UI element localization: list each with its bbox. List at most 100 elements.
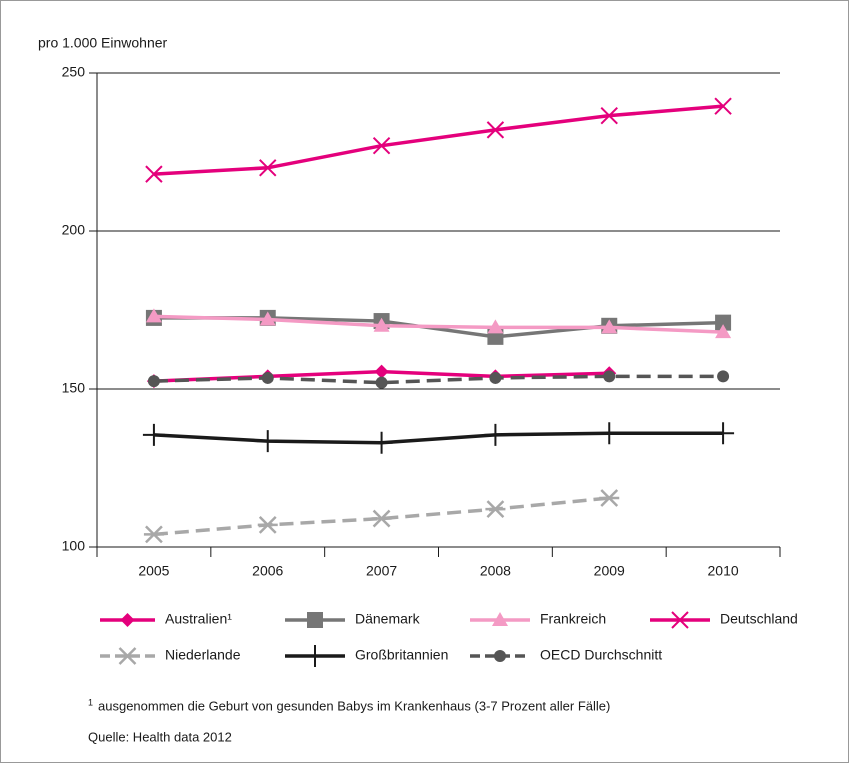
marker-part xyxy=(147,375,160,388)
marker xyxy=(304,645,326,667)
series-line xyxy=(153,104,724,176)
marker xyxy=(717,370,730,383)
marker-part xyxy=(600,106,618,125)
marker-part xyxy=(487,319,504,334)
marker xyxy=(117,647,138,665)
marker xyxy=(487,319,504,334)
marker xyxy=(489,371,502,384)
marker-part xyxy=(145,165,163,183)
marker-part xyxy=(603,370,616,383)
marker xyxy=(143,525,164,544)
marker xyxy=(142,423,165,446)
marker xyxy=(715,324,732,339)
marker-part xyxy=(304,645,326,667)
marker xyxy=(603,370,616,383)
marker xyxy=(373,317,390,332)
marker xyxy=(600,106,618,125)
y-tick-label: 250 xyxy=(62,64,86,80)
footnote-marker: 1 xyxy=(88,697,93,707)
marker xyxy=(145,308,162,323)
marker-part xyxy=(671,611,689,629)
marker xyxy=(598,422,621,445)
marker xyxy=(307,612,323,628)
series-line xyxy=(153,431,724,445)
marker-part xyxy=(259,159,277,177)
marker xyxy=(371,509,392,528)
marker xyxy=(261,371,274,384)
series-line xyxy=(153,374,724,385)
marker-part xyxy=(256,430,279,453)
legend-label: Niederlande xyxy=(165,647,241,663)
marker-part xyxy=(370,431,393,454)
marker xyxy=(259,159,277,177)
marker-part xyxy=(259,311,276,326)
marker-part xyxy=(307,612,323,628)
marker xyxy=(599,489,620,507)
marker xyxy=(147,375,160,388)
series-line xyxy=(153,496,610,537)
marker-part xyxy=(489,371,502,384)
x-tick-label: 2007 xyxy=(366,563,397,579)
legend-label: OECD Durchschnitt xyxy=(540,647,662,663)
marker-part xyxy=(257,515,278,534)
legend-label: Deutschland xyxy=(720,611,798,627)
marker-part xyxy=(601,319,618,334)
marker-part xyxy=(712,422,735,445)
marker-part xyxy=(372,136,391,155)
marker-part xyxy=(714,97,732,115)
marker xyxy=(714,97,732,115)
series-line xyxy=(153,314,724,334)
marker xyxy=(601,319,618,334)
x-tick-label: 2006 xyxy=(252,563,283,579)
marker-part xyxy=(485,500,506,518)
marker xyxy=(256,430,279,453)
source: Quelle: Health data 2012 xyxy=(88,729,232,744)
legend-label: Australien¹ xyxy=(165,611,232,627)
marker xyxy=(259,311,276,326)
x-tick-label: 2010 xyxy=(708,563,739,579)
marker xyxy=(372,136,391,155)
marker-part xyxy=(494,650,506,662)
marker-part xyxy=(484,423,507,446)
marker-part xyxy=(598,422,621,445)
marker-part xyxy=(717,370,730,383)
marker-part xyxy=(375,376,388,389)
marker-part xyxy=(715,324,732,339)
y-tick-label: 100 xyxy=(62,538,86,554)
marker-part xyxy=(599,489,620,507)
marker xyxy=(375,376,388,389)
footnote: ausgenommen die Geburt von gesunden Baby… xyxy=(98,698,610,713)
marker xyxy=(494,650,506,662)
marker-part xyxy=(120,613,135,627)
marker xyxy=(374,364,389,379)
marker-part xyxy=(373,317,390,332)
marker-part xyxy=(145,308,162,323)
legend-label: Frankreich xyxy=(540,611,606,627)
marker-part xyxy=(492,612,508,626)
marker xyxy=(120,613,135,627)
marker xyxy=(257,515,278,534)
x-tick-label: 2009 xyxy=(594,563,625,579)
marker xyxy=(484,423,507,446)
legend-label: Dänemark xyxy=(355,611,421,627)
marker-part xyxy=(142,423,165,446)
x-tick-label: 2008 xyxy=(480,563,511,579)
marker xyxy=(145,165,163,183)
marker xyxy=(712,422,735,445)
marker xyxy=(486,121,505,139)
y-tick-label: 150 xyxy=(62,380,86,396)
marker-part xyxy=(486,121,505,139)
x-tick-label: 2005 xyxy=(138,563,169,579)
y-axis-label: pro 1.000 Einwohner xyxy=(38,35,168,51)
marker-part xyxy=(371,509,392,528)
marker-part xyxy=(261,371,274,384)
marker xyxy=(715,314,732,331)
marker-part xyxy=(374,364,389,379)
marker-part xyxy=(117,647,138,665)
marker xyxy=(671,611,689,629)
marker-part xyxy=(143,525,164,544)
marker xyxy=(492,612,508,626)
marker-part xyxy=(715,314,732,331)
marker xyxy=(485,500,506,518)
